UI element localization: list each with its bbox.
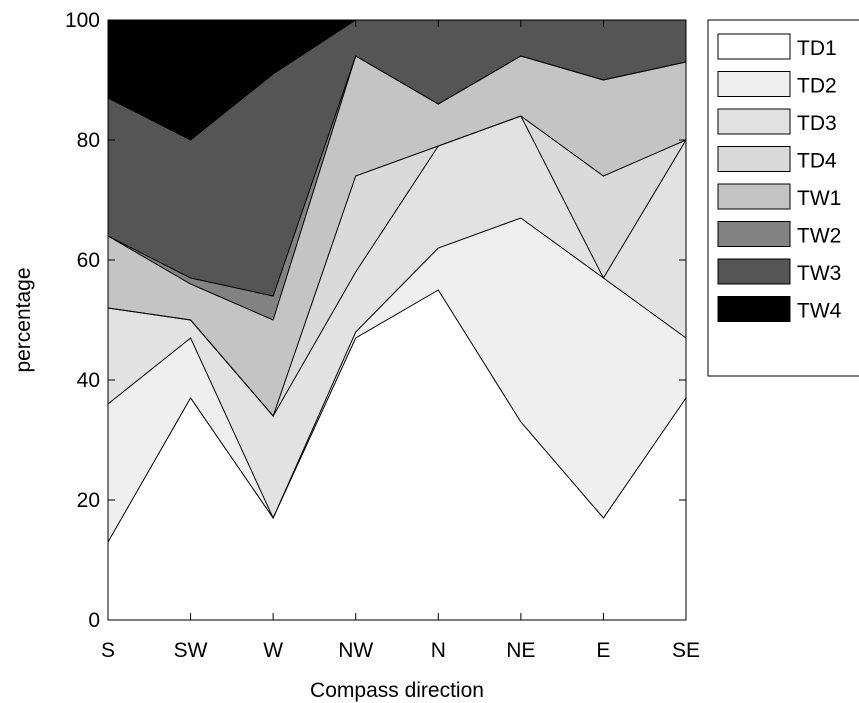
legend-label-tw1: TW1: [797, 187, 841, 210]
y-tick-label: 80: [77, 129, 100, 152]
legend-label-td2: TD2: [797, 75, 837, 98]
legend-label-tw3: TW3: [797, 262, 841, 285]
x-tick-label: W: [263, 639, 283, 662]
legend-swatch-tw2: [717, 221, 791, 247]
y-tick-label: 100: [65, 9, 100, 32]
legend-swatch-tw3: [717, 258, 791, 285]
y-tick-label: 60: [77, 249, 100, 272]
y-tick-label: 40: [77, 369, 100, 392]
legend-swatch-td4: [717, 146, 791, 172]
legend-swatch-tw4: [717, 296, 791, 322]
boundary-td1: [107, 289, 687, 543]
x-tick-label: NE: [506, 639, 535, 662]
area-td3: [108, 116, 686, 518]
legend-swatch-tw1: [717, 183, 791, 210]
x-tick-label: SE: [672, 639, 700, 662]
boundary-tw2: [107, 55, 687, 297]
area-layers: [107, 19, 687, 620]
legend-swatch-td1: [717, 33, 791, 60]
y-axis-label: percentage: [12, 267, 35, 372]
boundary-td2: [107, 217, 687, 520]
y-tick-label: 0: [88, 609, 100, 632]
x-tick-label: NW: [338, 639, 373, 662]
legend-swatch-td3: [717, 108, 791, 135]
x-tick-label: SW: [174, 639, 208, 662]
x-tick-label: N: [431, 639, 446, 662]
plot-frame: [107, 19, 687, 621]
legend-swatch-td2: [717, 71, 791, 97]
area-tw3: [108, 20, 686, 296]
legend-label-td1: TD1: [797, 37, 837, 60]
x-tick-label: E: [596, 639, 610, 662]
x-tick-label: S: [101, 639, 115, 662]
y-tick-label: 20: [77, 489, 100, 512]
x-axis-label: Compass direction: [310, 679, 484, 702]
axis-ticks: 0 20 40 60 80 100 S SW W NW N NE E SE: [65, 9, 700, 662]
area-td4: [108, 116, 686, 416]
area-td2: [108, 218, 686, 542]
area-td1: [108, 290, 686, 620]
boundary-td4: [107, 115, 687, 417]
area-tw1: [108, 56, 686, 416]
legend: TD1 TD2 TD3 TD4 TW1 TW2 TW3 TW4: [707, 19, 859, 377]
legend-label-tw2: TW2: [797, 225, 841, 248]
area-tw4: [108, 20, 686, 140]
legend-label-td3: TD3: [797, 112, 837, 135]
legend-label-td4: TD4: [797, 150, 837, 173]
legend-label-tw4: TW4: [797, 300, 842, 323]
